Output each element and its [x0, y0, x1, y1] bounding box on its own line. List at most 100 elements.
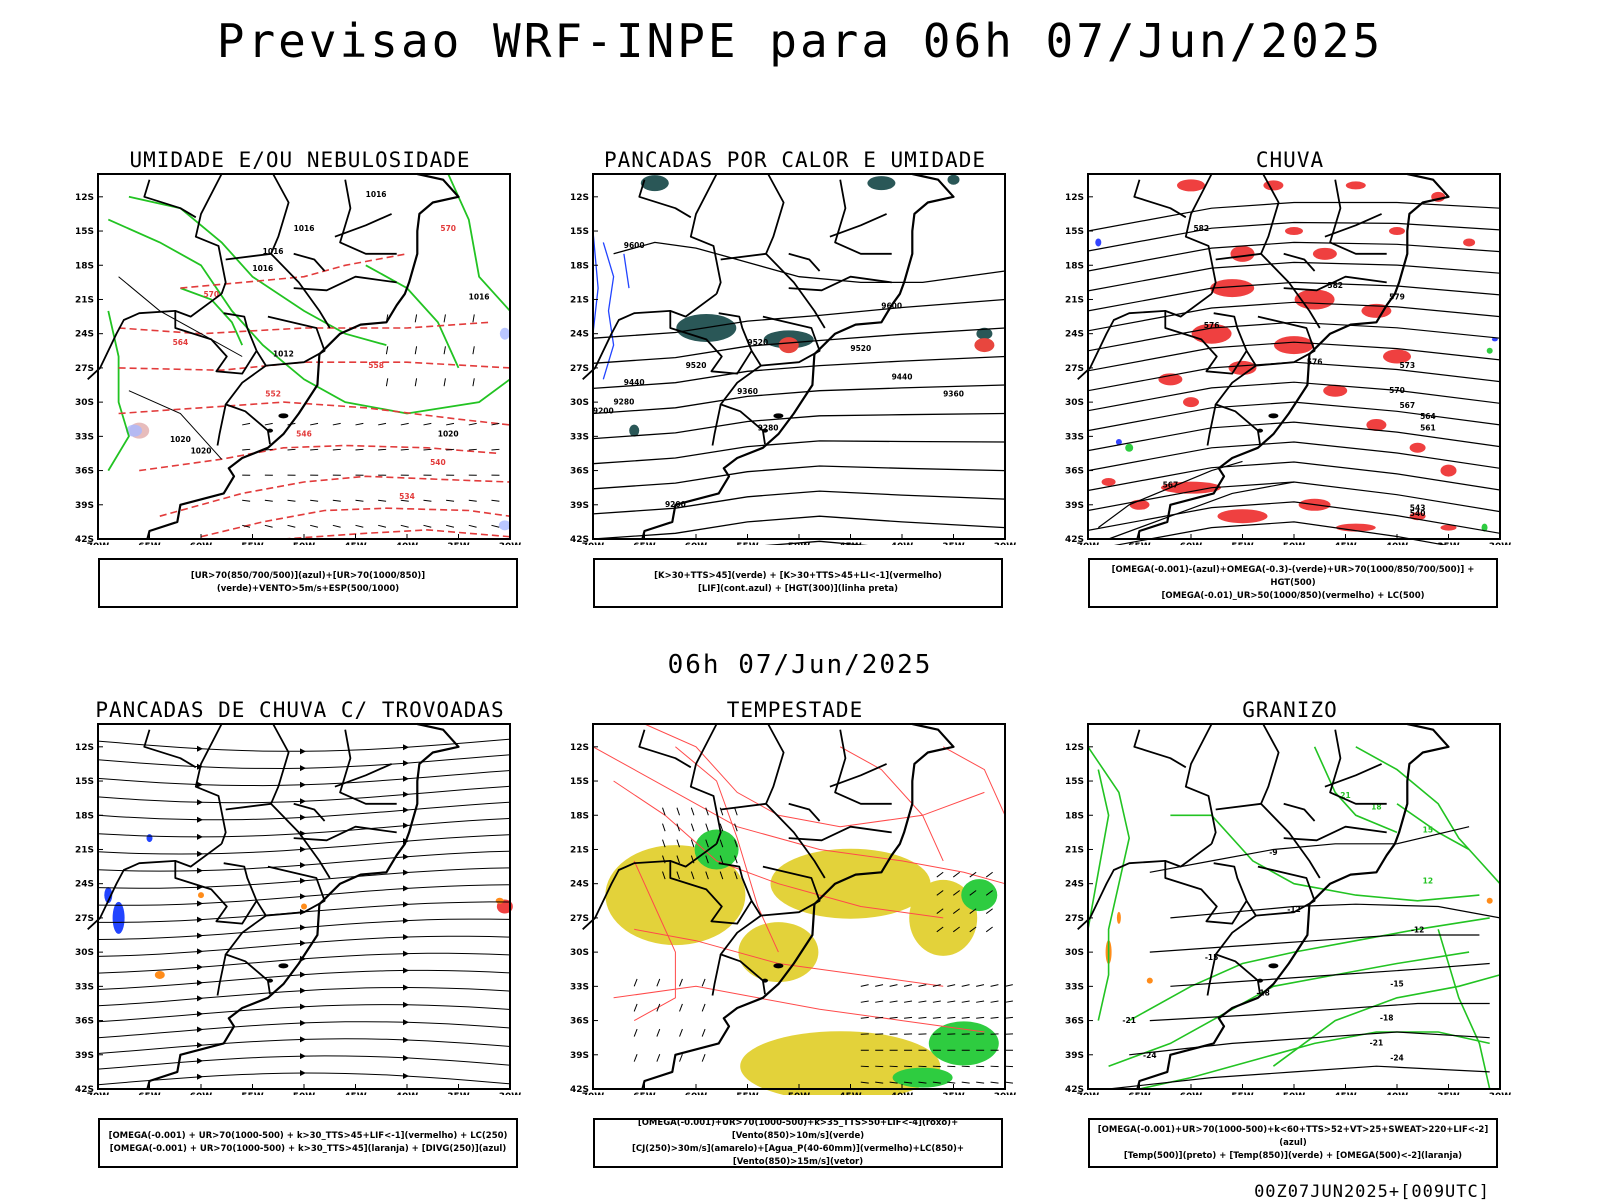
- shaded-area: [1125, 444, 1133, 452]
- lon-tick-label: 60W: [1180, 1092, 1203, 1095]
- lat-tick-label: 36S: [570, 1017, 589, 1027]
- contour-label: 564: [1420, 412, 1436, 421]
- lat-tick-label: 21S: [570, 295, 589, 305]
- lat-tick-label: 33S: [1065, 432, 1084, 442]
- map-trovoadas: 12S15S18S21S24S27S30S33S36S39S42S70W65W6…: [60, 720, 540, 1095]
- shaded-area: [1389, 227, 1405, 235]
- contour-label: 9520: [686, 361, 707, 370]
- lon-tick-label: 30W: [1489, 1092, 1512, 1095]
- shaded-area: [629, 425, 639, 437]
- contour-label: 546: [296, 429, 312, 438]
- lon-tick-label: 60W: [685, 542, 708, 545]
- contour-label: -24: [1143, 1051, 1157, 1060]
- lat-tick-label: 21S: [1065, 845, 1084, 855]
- contour-label: 1016: [366, 190, 387, 199]
- shaded-area: [1346, 181, 1366, 189]
- lon-tick-label: 60W: [190, 542, 213, 545]
- lon-tick-label: 35W: [1437, 542, 1460, 545]
- contour-label: 540: [1410, 509, 1426, 518]
- panel-legend: [OMEGA(-0.001)+UR>70(1000-500)+k<60+TTS>…: [1088, 1118, 1498, 1168]
- lat-tick-label: 30S: [75, 398, 94, 408]
- contour-label: 573: [1399, 361, 1415, 370]
- lon-tick-label: 40W: [396, 1092, 419, 1095]
- lon-tick-label: 70W: [582, 1092, 605, 1095]
- lat-tick-label: 36S: [1065, 467, 1084, 477]
- contour-label: 564: [173, 338, 189, 347]
- lat-tick-label: 15S: [570, 777, 589, 787]
- shaded-area: [1441, 465, 1457, 477]
- main-title: Previsao WRF-INPE para 06h 07/Jun/2025: [0, 14, 1600, 68]
- lat-tick-label: 36S: [75, 467, 94, 477]
- lat-tick-label: 12S: [75, 193, 94, 203]
- contour-label: 12: [1423, 877, 1433, 886]
- lat-tick-label: 21S: [75, 295, 94, 305]
- lat-tick-label: 27S: [570, 914, 589, 924]
- lat-tick-label: 39S: [570, 501, 589, 511]
- lon-tick-label: 30W: [1489, 542, 1512, 545]
- contour-label: -15: [1390, 979, 1404, 988]
- legend-line-2: [OMEGA(-0.001) + UR>70(1000-500) + k>30_…: [100, 1143, 516, 1156]
- shaded-area: [974, 338, 994, 352]
- shaded-area: [925, 960, 961, 990]
- lat-tick-label: 30S: [1065, 948, 1084, 958]
- panel-legend: [OMEGA(-0.001) + UR>70(1000-500) + k>30_…: [98, 1118, 518, 1168]
- lon-tick-label: 50W: [788, 1092, 811, 1095]
- contour-label: 567: [1163, 481, 1179, 490]
- shaded-area: [929, 1021, 999, 1065]
- lon-tick-label: 65W: [633, 1092, 656, 1095]
- shaded-area: [147, 834, 153, 842]
- shaded-area: [1095, 238, 1101, 246]
- lon-tick-label: 50W: [293, 542, 316, 545]
- lon-tick-label: 45W: [344, 1092, 367, 1095]
- lat-tick-label: 30S: [75, 948, 94, 958]
- contour-label: -24: [1390, 1053, 1404, 1062]
- panel-title: TEMPESTADE: [555, 698, 1035, 722]
- lagoon: [773, 413, 783, 418]
- contour-label: 1016: [469, 292, 490, 301]
- lon-tick-label: 65W: [138, 1092, 161, 1095]
- lon-tick-label: 30W: [994, 542, 1017, 545]
- contour-label: 9200: [593, 407, 614, 416]
- lat-tick-label: 15S: [1065, 777, 1084, 787]
- lat-tick-label: 27S: [570, 364, 589, 374]
- lat-tick-label: 21S: [75, 845, 94, 855]
- lat-tick-label: 33S: [1065, 982, 1084, 992]
- contour-label: 561: [1420, 424, 1436, 433]
- contour-label: 540: [430, 458, 446, 467]
- lon-tick-label: 70W: [87, 1092, 110, 1095]
- shaded-area: [779, 337, 799, 353]
- contour-label: 534: [399, 492, 415, 501]
- contour-label: 9360: [943, 389, 964, 398]
- lat-tick-label: 39S: [75, 1051, 94, 1061]
- contour-label: 9360: [737, 387, 758, 396]
- lon-tick-label: 70W: [1077, 542, 1100, 545]
- lat-tick-label: 24S: [570, 330, 589, 340]
- lat-tick-label: 15S: [75, 777, 94, 787]
- shaded-area: [1463, 238, 1475, 246]
- wind-vector: [1005, 1001, 1013, 1002]
- lat-tick-label: 36S: [570, 467, 589, 477]
- lat-tick-label: 27S: [75, 914, 94, 924]
- lon-tick-label: 65W: [138, 542, 161, 545]
- lon-tick-label: 70W: [1077, 1092, 1100, 1095]
- valid-time-title: 06h 07/Jun/2025: [0, 650, 1600, 680]
- lon-tick-label: 40W: [891, 542, 914, 545]
- lon-tick-label: 45W: [1334, 542, 1357, 545]
- shaded-area: [198, 892, 204, 898]
- lat-tick-label: 30S: [1065, 398, 1084, 408]
- legend-line-2: [OMEGA(-0.01)_UR>50(1000/850)(vermelho) …: [1090, 590, 1496, 603]
- contour-label: 552: [265, 389, 281, 398]
- shaded-area: [695, 829, 739, 869]
- shaded-area: [1274, 336, 1314, 354]
- legend-line-2: [Temp(500)](preto) + [Temp(850)](verde) …: [1090, 1150, 1496, 1163]
- contour-label: -21: [1122, 1016, 1136, 1025]
- contour-label: 15: [1423, 825, 1433, 834]
- panel-legend: [K>30+TTS>45](verde) + [K>30+TTS>45+LI<-…: [593, 558, 1003, 608]
- shaded-area: [1177, 179, 1205, 191]
- map-granizo: -9-12-12-15-15-18-18-21-21-24-2412151821…: [1050, 720, 1530, 1095]
